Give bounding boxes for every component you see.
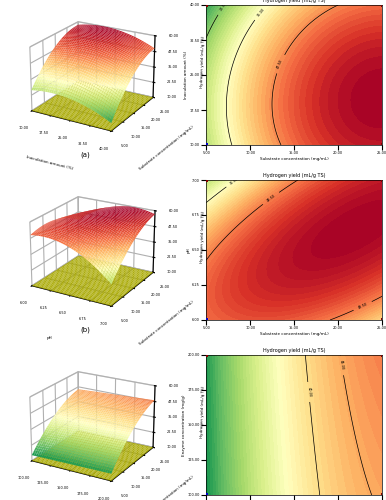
X-axis label: Inoculation amount (%): Inoculation amount (%) [26,155,74,170]
Text: 45.00: 45.00 [339,360,345,370]
Text: (a): (a) [80,151,90,158]
Title: Hydrogen yield (mL/g TS): Hydrogen yield (mL/g TS) [263,173,325,178]
X-axis label: Substrate concentration (mg/mL): Substrate concentration (mg/mL) [260,332,328,336]
Text: 47.50: 47.50 [276,58,284,70]
Point [203,1,209,9]
Y-axis label: pH: pH [187,247,191,253]
Y-axis label: Inoculation amount (%): Inoculation amount (%) [185,51,188,99]
Point [379,1,385,9]
Y-axis label: Substrate concentration (mg/mL): Substrate concentration (mg/mL) [139,300,195,346]
Point [203,491,209,499]
X-axis label: pH: pH [47,336,52,340]
Point [203,316,209,324]
Point [379,351,385,359]
Point [379,176,385,184]
Title: Hydrogen yield (mL/g TS): Hydrogen yield (mL/g TS) [263,0,325,3]
Title: Hydrogen yield (mL/g TS): Hydrogen yield (mL/g TS) [263,348,325,353]
Text: 22.50: 22.50 [219,1,228,11]
Text: (b): (b) [80,326,90,332]
Y-axis label: Substrate concentration (mg/mL): Substrate concentration (mg/mL) [139,474,195,500]
Point [203,176,209,184]
Point [203,351,209,359]
Text: 40.00: 40.00 [306,387,311,397]
Point [379,141,385,149]
Text: 48.50: 48.50 [266,194,276,203]
Text: 48.50: 48.50 [357,302,368,310]
Y-axis label: Substrate concentration (mg/mL): Substrate concentration (mg/mL) [139,124,195,170]
Point [203,141,209,149]
Point [379,491,385,499]
Point [379,316,385,324]
Y-axis label: Enzyme concentration (mg/g): Enzyme concentration (mg/g) [182,394,186,456]
X-axis label: Substrate concentration (mg/mL): Substrate concentration (mg/mL) [260,156,328,160]
Text: 35.00: 35.00 [256,7,266,17]
Text: 35.00: 35.00 [229,176,240,186]
